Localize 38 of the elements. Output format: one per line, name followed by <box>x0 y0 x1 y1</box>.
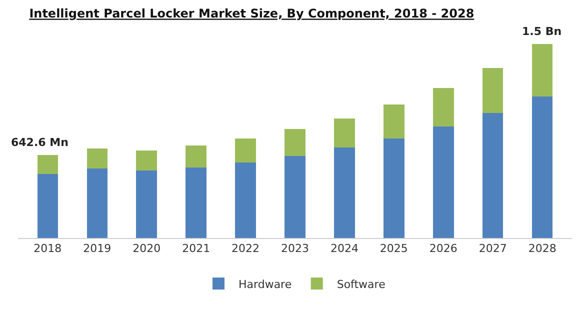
bar <box>86 168 108 238</box>
bar <box>136 150 157 171</box>
x-tick-label: 2023 <box>281 242 309 256</box>
bar <box>284 156 306 238</box>
bar <box>482 68 504 114</box>
x-tick-label: 2020 <box>132 242 161 256</box>
bar <box>235 162 256 238</box>
bar <box>433 88 454 127</box>
legend-label: Software <box>336 278 386 291</box>
bar <box>334 118 355 148</box>
bar <box>86 148 108 169</box>
bar <box>186 146 206 168</box>
x-tick-label: 2022 <box>232 242 260 256</box>
bar <box>384 138 404 238</box>
bar <box>532 44 553 96</box>
x-tick-label: 2025 <box>380 242 408 256</box>
bar <box>136 170 157 238</box>
bar <box>334 148 355 238</box>
x-tick-label: 2028 <box>528 242 556 256</box>
x-tick-label: 2019 <box>83 242 112 256</box>
bar <box>482 113 504 238</box>
bar <box>284 128 306 156</box>
bar <box>37 154 58 174</box>
x-tick-label: 2021 <box>182 242 210 256</box>
x-tick-label: 2024 <box>330 242 358 256</box>
bar <box>384 104 404 138</box>
bar <box>433 126 454 238</box>
text: 1.5 Bn <box>522 25 562 38</box>
bar <box>235 138 256 162</box>
x-tick-label: 2027 <box>478 242 507 256</box>
bar <box>532 96 553 238</box>
bar <box>37 174 58 238</box>
bar <box>186 168 206 238</box>
x-tick-label: 2026 <box>429 242 458 256</box>
annotation: 642.6 Mn <box>11 136 68 149</box>
x-tick-label: 2018 <box>34 242 62 256</box>
legend-label: Hardware <box>238 278 292 291</box>
chart-title: Intelligent Parcel Locker Market Size, By Component, 2018 - 2028 <box>29 6 474 21</box>
